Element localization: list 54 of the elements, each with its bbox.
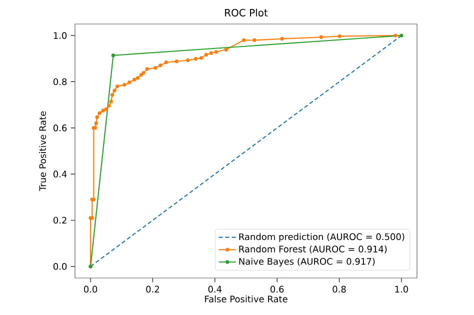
point [107, 104, 111, 108]
x-axis-title: False Positive Rate [205, 295, 288, 302]
point [209, 51, 214, 55]
point [112, 88, 116, 92]
point [109, 100, 113, 104]
x-tick-label: 1.0 [395, 286, 408, 293]
chart-title: ROC Plot [225, 8, 268, 16]
x-tick-label: 0.0 [84, 286, 98, 293]
point [158, 63, 162, 68]
x-tick-label: 0.8 [332, 286, 346, 293]
point [101, 108, 105, 112]
point [186, 58, 190, 62]
point [319, 35, 324, 40]
point [94, 121, 98, 126]
point [174, 60, 179, 64]
point [204, 52, 208, 57]
point [199, 56, 204, 60]
legend-label: Naive Bayes (AUROC = 0.917) [239, 258, 375, 267]
legend-label: Random Forest (AUROC = 0.914) [239, 245, 387, 254]
y-tick-label: 1.0 [54, 32, 67, 39]
x-tick-label: 0.6 [270, 286, 284, 293]
point [164, 60, 168, 64]
point [154, 66, 158, 70]
x-tick-label: 0.4 [208, 286, 222, 293]
point [136, 76, 140, 80]
point [224, 48, 228, 52]
point [145, 67, 149, 71]
x-tick-label: 0.2 [146, 286, 159, 293]
point [110, 93, 114, 97]
point [132, 78, 136, 82]
y-tick-label: 0.6 [53, 124, 67, 132]
point [111, 54, 116, 58]
point [142, 71, 146, 75]
point [104, 107, 108, 112]
point [122, 82, 126, 87]
y-tick-label: 0.4 [53, 170, 67, 178]
point [194, 57, 198, 61]
point [242, 38, 246, 42]
y-tick-label: 0.2 [53, 216, 66, 224]
legend-label: Random prediction (AUROC = 0.500) [239, 233, 404, 242]
y-axis-title: True Positive Rate [39, 111, 46, 192]
point [280, 36, 284, 41]
point [128, 80, 132, 84]
point [252, 38, 256, 42]
point [400, 34, 404, 38]
point [338, 34, 342, 38]
point [139, 72, 144, 77]
point [214, 50, 218, 54]
point [98, 111, 102, 115]
point [95, 115, 99, 120]
point [394, 34, 398, 38]
y-tick-label: 0.0 [53, 263, 67, 270]
y-tick-label: 0.8 [53, 78, 67, 86]
point [115, 84, 120, 88]
